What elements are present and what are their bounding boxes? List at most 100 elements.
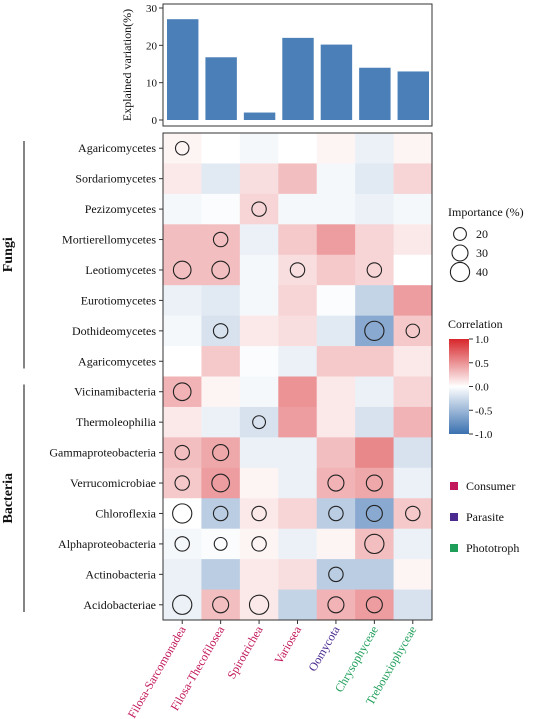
heatmap-cell [239, 224, 279, 256]
col-label: Spirotrichea [224, 623, 266, 681]
heatmap-cell [393, 193, 433, 225]
heatmap-cell [201, 133, 241, 164]
heatmap-cell [393, 254, 433, 286]
row-label: Chloroflexia [95, 506, 156, 520]
heatmap-cell [355, 528, 395, 560]
bar-oomycota [320, 44, 353, 120]
heatmap-cell [163, 498, 202, 530]
heatmap-cell [163, 437, 202, 469]
heatmap-cell [355, 163, 395, 195]
heatmap-cell [278, 133, 318, 164]
heatmap-cell [393, 498, 433, 530]
row-label: Mortierellomycetes [62, 233, 156, 247]
heatmap-cell [201, 376, 241, 408]
importance-circle [212, 596, 230, 614]
row-label: Gammaproteobacteria [49, 446, 156, 460]
importance-circle [174, 444, 190, 461]
group-legend-label-consumer: Consumer [466, 479, 515, 493]
heatmap-cell [201, 315, 241, 347]
importance-legend-circle [453, 227, 467, 241]
importance-circle [251, 201, 267, 217]
heatmap-cell [201, 224, 241, 256]
importance-circle [211, 260, 230, 280]
heatmap-cell [355, 437, 395, 469]
heatmap-cell [201, 589, 241, 621]
heatmap-cell [393, 406, 433, 438]
heatmap-cell [278, 193, 318, 225]
heatmap-cell [239, 254, 279, 286]
heatmap-cell [355, 193, 395, 225]
row-label: Dothideomycetes [72, 324, 156, 338]
heatmap-cell [201, 163, 241, 195]
heatmap-cell [278, 163, 318, 195]
importance-circle [405, 505, 421, 522]
importance-circle [364, 533, 385, 555]
heatmap-cell [316, 193, 356, 225]
heatmap-cell [316, 315, 356, 347]
heatmap-cell [163, 254, 202, 286]
heatmap-cell [393, 559, 433, 591]
heatmap-cell [163, 193, 202, 225]
row-label: Eurotiomycetes [81, 293, 157, 307]
importance-circle [365, 474, 383, 492]
colorbar-tick-label: -1.0 [475, 429, 493, 441]
importance-circle [365, 596, 383, 614]
heatmap-cell [278, 315, 318, 347]
heatmap-cell [239, 467, 279, 499]
group-label-fungi: Fungi [1, 237, 16, 272]
heatmap-cell [355, 315, 395, 347]
importance-circle [251, 536, 267, 552]
heatmap-cell [163, 133, 202, 164]
importance-circle [327, 474, 345, 492]
heatmap-cell [163, 528, 202, 560]
heatmap-cell [393, 224, 433, 256]
group-legend-label-phototroph: Phototroph [466, 541, 519, 555]
bar-y-tick-label: 10 [146, 78, 158, 90]
bar-variosea [282, 37, 314, 120]
heatmap-cell [355, 224, 395, 256]
heatmap-cell [393, 376, 433, 408]
heatmap-cell [278, 224, 318, 256]
heatmap-cell [163, 559, 202, 591]
heatmap-cell [355, 285, 395, 317]
heatmap-cell [393, 589, 433, 621]
heatmap-cell [355, 376, 395, 408]
heatmap-cell [239, 315, 279, 347]
heatmap-cell [355, 133, 395, 164]
heatmap-cell [239, 346, 279, 377]
heatmap-cell [201, 254, 241, 286]
bar-chart: Explained variation(%) 0 10 20 30 [120, 3, 433, 127]
group-legend-swatch-parasite [450, 513, 458, 521]
heatmap-cell [355, 346, 395, 377]
row-label: Actinobacteria [85, 567, 156, 581]
heatmap-cell [239, 437, 279, 469]
importance-circle [364, 320, 385, 341]
importance-legend-label: 30 [476, 246, 488, 260]
row-label: Acidobacteriae [83, 598, 156, 612]
heatmap-cell [163, 376, 202, 408]
heatmap-cell [163, 163, 202, 195]
heatmap-cell [393, 467, 433, 499]
bar-filosa-sarcomonadea [167, 19, 199, 121]
heatmap-cell [393, 133, 433, 164]
heatmap-cell [201, 346, 241, 377]
importance-circle [366, 262, 383, 278]
heatmap-cell [278, 406, 318, 438]
heatmap-cell [239, 559, 279, 591]
bar-y-tick-label: 0 [152, 115, 158, 127]
heatmap-cell [355, 559, 395, 591]
heatmap-cell [278, 528, 318, 560]
heatmap-cell [201, 498, 241, 530]
correlation-legend: Correlation 1.0 0.5 0.0 -0.5 -1.0 [448, 317, 503, 441]
heatmap-cell [163, 589, 202, 621]
heatmap-cell [316, 528, 356, 560]
col-label: Oomycota [305, 623, 342, 674]
group-legend-label-parasite: Parasite [466, 510, 504, 524]
heatmap-cell [316, 285, 356, 317]
importance-legend-label: 40 [476, 265, 488, 279]
importance-circle [212, 231, 229, 248]
heatmap-cell [201, 559, 241, 591]
heatmap-cell [239, 376, 279, 408]
heatmap-cell [393, 163, 433, 195]
group-label-bacteria: Bacteria [1, 473, 16, 524]
